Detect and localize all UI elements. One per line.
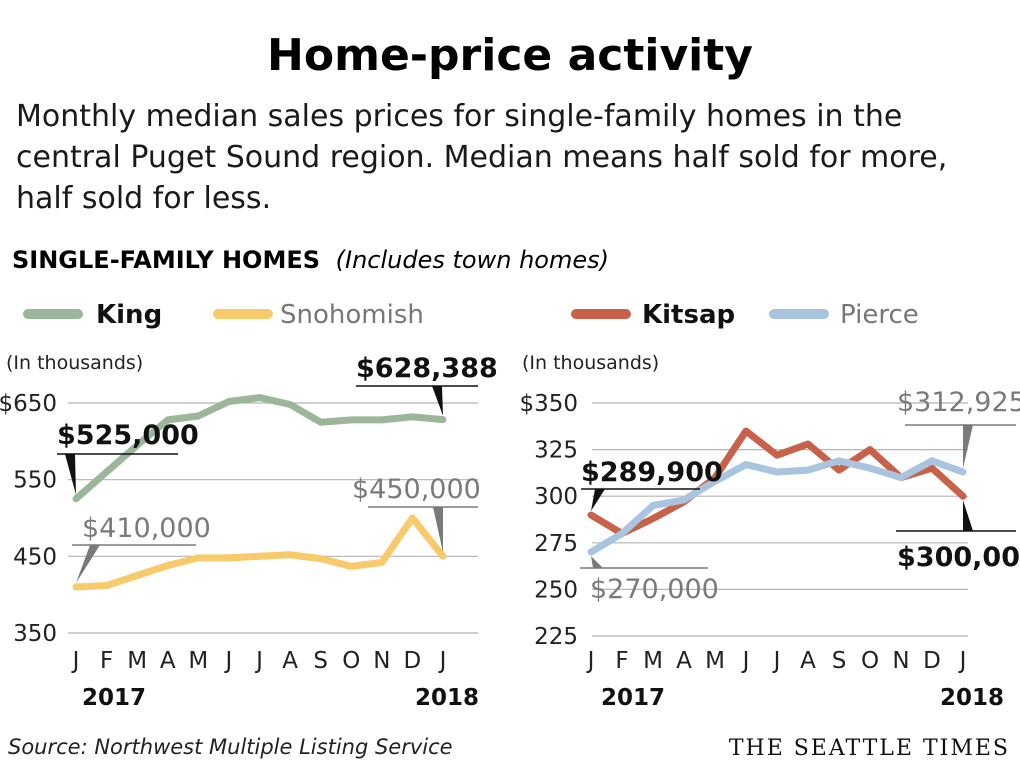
x-tick-label: J (586, 648, 595, 674)
subtitle-line-3: half sold for less. (16, 181, 271, 216)
x-tick-label: F (100, 648, 113, 674)
x-tick-label: M (188, 648, 208, 674)
x-tick-label: N (892, 648, 909, 674)
year-label-start: 2017 (82, 685, 146, 711)
year-label-start: 2017 (601, 685, 665, 711)
year-label-end: 2018 (415, 685, 479, 711)
x-tick-label: M (705, 648, 725, 674)
callout-label: $525,000 (57, 420, 199, 451)
x-tick-label: D (923, 648, 941, 674)
callout-pointer (65, 454, 76, 495)
subtitle-line-2: central Puget Sound region. Median means… (16, 140, 947, 175)
source-note: Source: Northwest Multiple Listing Servi… (8, 735, 453, 759)
callout-label: $410,000 (82, 513, 211, 544)
units-label: (In thousands) (522, 352, 659, 374)
x-tick-label: J (438, 648, 447, 674)
y-tick-label: $650 (0, 391, 57, 417)
chart-title: Home-price activity (267, 30, 753, 81)
callout-pointer (433, 507, 443, 553)
x-tick-label: J (741, 648, 750, 674)
x-tick-label: A (676, 648, 692, 674)
series-line-snohomish (72, 514, 447, 591)
callout-pointer (963, 425, 973, 469)
chart-panel-2: Kitsap Pierce (In thousands) 225 250 275 300 32… (519, 300, 1020, 711)
callout-pointer (76, 545, 100, 583)
x-tick-label: J (772, 648, 781, 674)
legend-label-king: King (96, 300, 162, 330)
y-tick-label: 275 (534, 531, 578, 557)
x-tick-label: J (254, 648, 263, 674)
callout-label: $270,000 (590, 574, 719, 605)
x-tick-label: F (615, 648, 628, 674)
callout-label: $628,388 (356, 353, 498, 384)
chart-panels: King Snohomish (In thousands) 350 450 550 $650… (0, 300, 1020, 711)
series-line-pierce (587, 457, 967, 556)
units-label: (In thousands) (6, 352, 143, 374)
section-note: (Includes town homes) (336, 246, 609, 274)
x-tick-label: S (832, 648, 847, 674)
y-tick-label: 225 (534, 624, 578, 650)
chart-panel-1: King Snohomish (In thousands) 350 450 550 $650… (0, 300, 498, 711)
x-tick-label: J (224, 648, 233, 674)
x-tick-label: N (373, 648, 390, 674)
callout-label: $300,000 (897, 542, 1020, 573)
y-tick-label: 450 (13, 544, 57, 570)
callout-pointer (591, 489, 605, 512)
callout-label: $289,900 (581, 457, 723, 488)
y-tick-label: 550 (13, 468, 57, 494)
x-tick-label: A (160, 648, 176, 674)
credit-masthead: THE SEATTLE TIMES (729, 736, 1010, 761)
callout-label: $312,925 (897, 387, 1020, 418)
year-label-end: 2018 (940, 685, 1004, 711)
x-tick-label: O (342, 648, 360, 674)
section-title: SINGLE-FAMILY HOMES (12, 246, 320, 274)
series-line-king (72, 394, 447, 503)
legend-label-kitsap: Kitsap (642, 300, 735, 330)
x-tick-label: J (71, 648, 80, 674)
y-tick-label: 350 (13, 621, 57, 647)
x-tick-label: J (958, 648, 967, 674)
x-tick-label: S (313, 648, 328, 674)
y-tick-label: 250 (534, 577, 578, 603)
x-tick-label: D (404, 648, 422, 674)
y-tick-label: 325 (534, 438, 578, 464)
x-tick-label: M (127, 648, 147, 674)
x-tick-label: M (643, 648, 663, 674)
subtitle-line-1: Monthly median sales prices for single-f… (16, 99, 902, 134)
x-tick-label: A (800, 648, 816, 674)
x-tick-label: A (282, 648, 298, 674)
callout-pointer (963, 500, 973, 531)
x-tick-label: O (861, 648, 879, 674)
legend-label-snohomish: Snohomish (280, 300, 424, 330)
section-heading: SINGLE-FAMILY HOMES (Includes town homes… (12, 246, 609, 274)
callout-pointer (591, 556, 603, 568)
y-tick-label: 300 (534, 484, 578, 510)
legend-label-pierce: Pierce (840, 300, 919, 330)
callout-pointer (432, 386, 443, 416)
callout-label: $450,000 (352, 474, 481, 505)
y-tick-label: $350 (519, 391, 578, 417)
